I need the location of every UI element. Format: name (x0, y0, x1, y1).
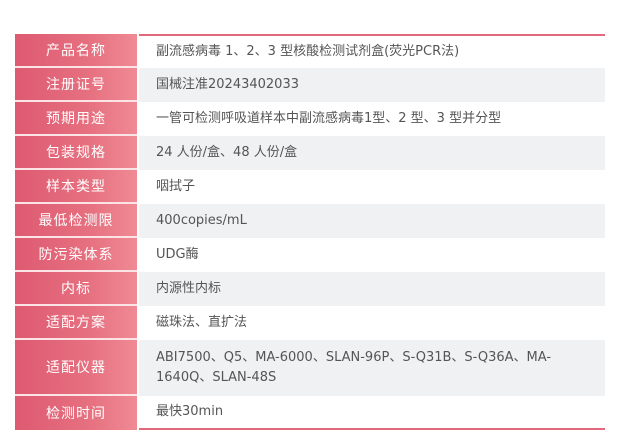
row-label: 适配仪器 (15, 340, 137, 396)
row-value: 国械注准20243402033 (139, 68, 605, 102)
row-label: 内标 (15, 272, 137, 306)
row-value: UDG酶 (139, 238, 605, 272)
spec-row-lod: 最低检测限 400copies/mL (15, 204, 605, 238)
spec-row-registration: 注册证号 国械注准20243402033 (15, 68, 605, 102)
spec-row-protocol: 适配方案 磁珠法、直扩法 (15, 306, 605, 340)
row-label: 产品名称 (15, 34, 137, 68)
row-label: 注册证号 (15, 68, 137, 102)
spec-row-product-name: 产品名称 副流感病毒 1、2、3 型核酸检测试剂盒(荧光PCR法) (15, 34, 605, 68)
row-value: 磁珠法、直扩法 (139, 306, 605, 340)
spec-row-intended-use: 预期用途 一管可检测呼吸道样本中副流感病毒1型、2 型、3 型并分型 (15, 102, 605, 136)
row-value: 一管可检测呼吸道样本中副流感病毒1型、2 型、3 型并分型 (139, 102, 605, 136)
row-label: 最低检测限 (15, 204, 137, 238)
spec-row-instruments: 适配仪器 ABI7500、Q5、MA-6000、SLAN-96P、S-Q31B、S… (15, 340, 605, 396)
row-value: 最快30min (139, 396, 605, 430)
spec-row-internal-control: 内标 内源性内标 (15, 272, 605, 306)
row-value: 24 人份/盒、48 人份/盒 (139, 136, 605, 170)
spec-row-sample-type: 样本类型 咽拭子 (15, 170, 605, 204)
product-spec-table: 产品名称 副流感病毒 1、2、3 型核酸检测试剂盒(荧光PCR法) 注册证号 国械注… (15, 34, 605, 430)
row-label: 预期用途 (15, 102, 137, 136)
row-label: 适配方案 (15, 306, 137, 340)
row-value: 400copies/mL (139, 204, 605, 238)
row-label: 检测时间 (15, 396, 137, 430)
spec-row-detection-time: 检测时间 最快30min (15, 396, 605, 430)
spec-row-anti-contamination: 防污染体系 UDG酶 (15, 238, 605, 272)
spec-row-package: 包装规格 24 人份/盒、48 人份/盒 (15, 136, 605, 170)
row-value: 咽拭子 (139, 170, 605, 204)
row-value: 副流感病毒 1、2、3 型核酸检测试剂盒(荧光PCR法) (139, 34, 605, 68)
row-label: 样本类型 (15, 170, 137, 204)
row-value: 内源性内标 (139, 272, 605, 306)
row-label: 防污染体系 (15, 238, 137, 272)
row-value: ABI7500、Q5、MA-6000、SLAN-96P、S-Q31B、S-Q36… (139, 340, 605, 396)
row-label: 包装规格 (15, 136, 137, 170)
